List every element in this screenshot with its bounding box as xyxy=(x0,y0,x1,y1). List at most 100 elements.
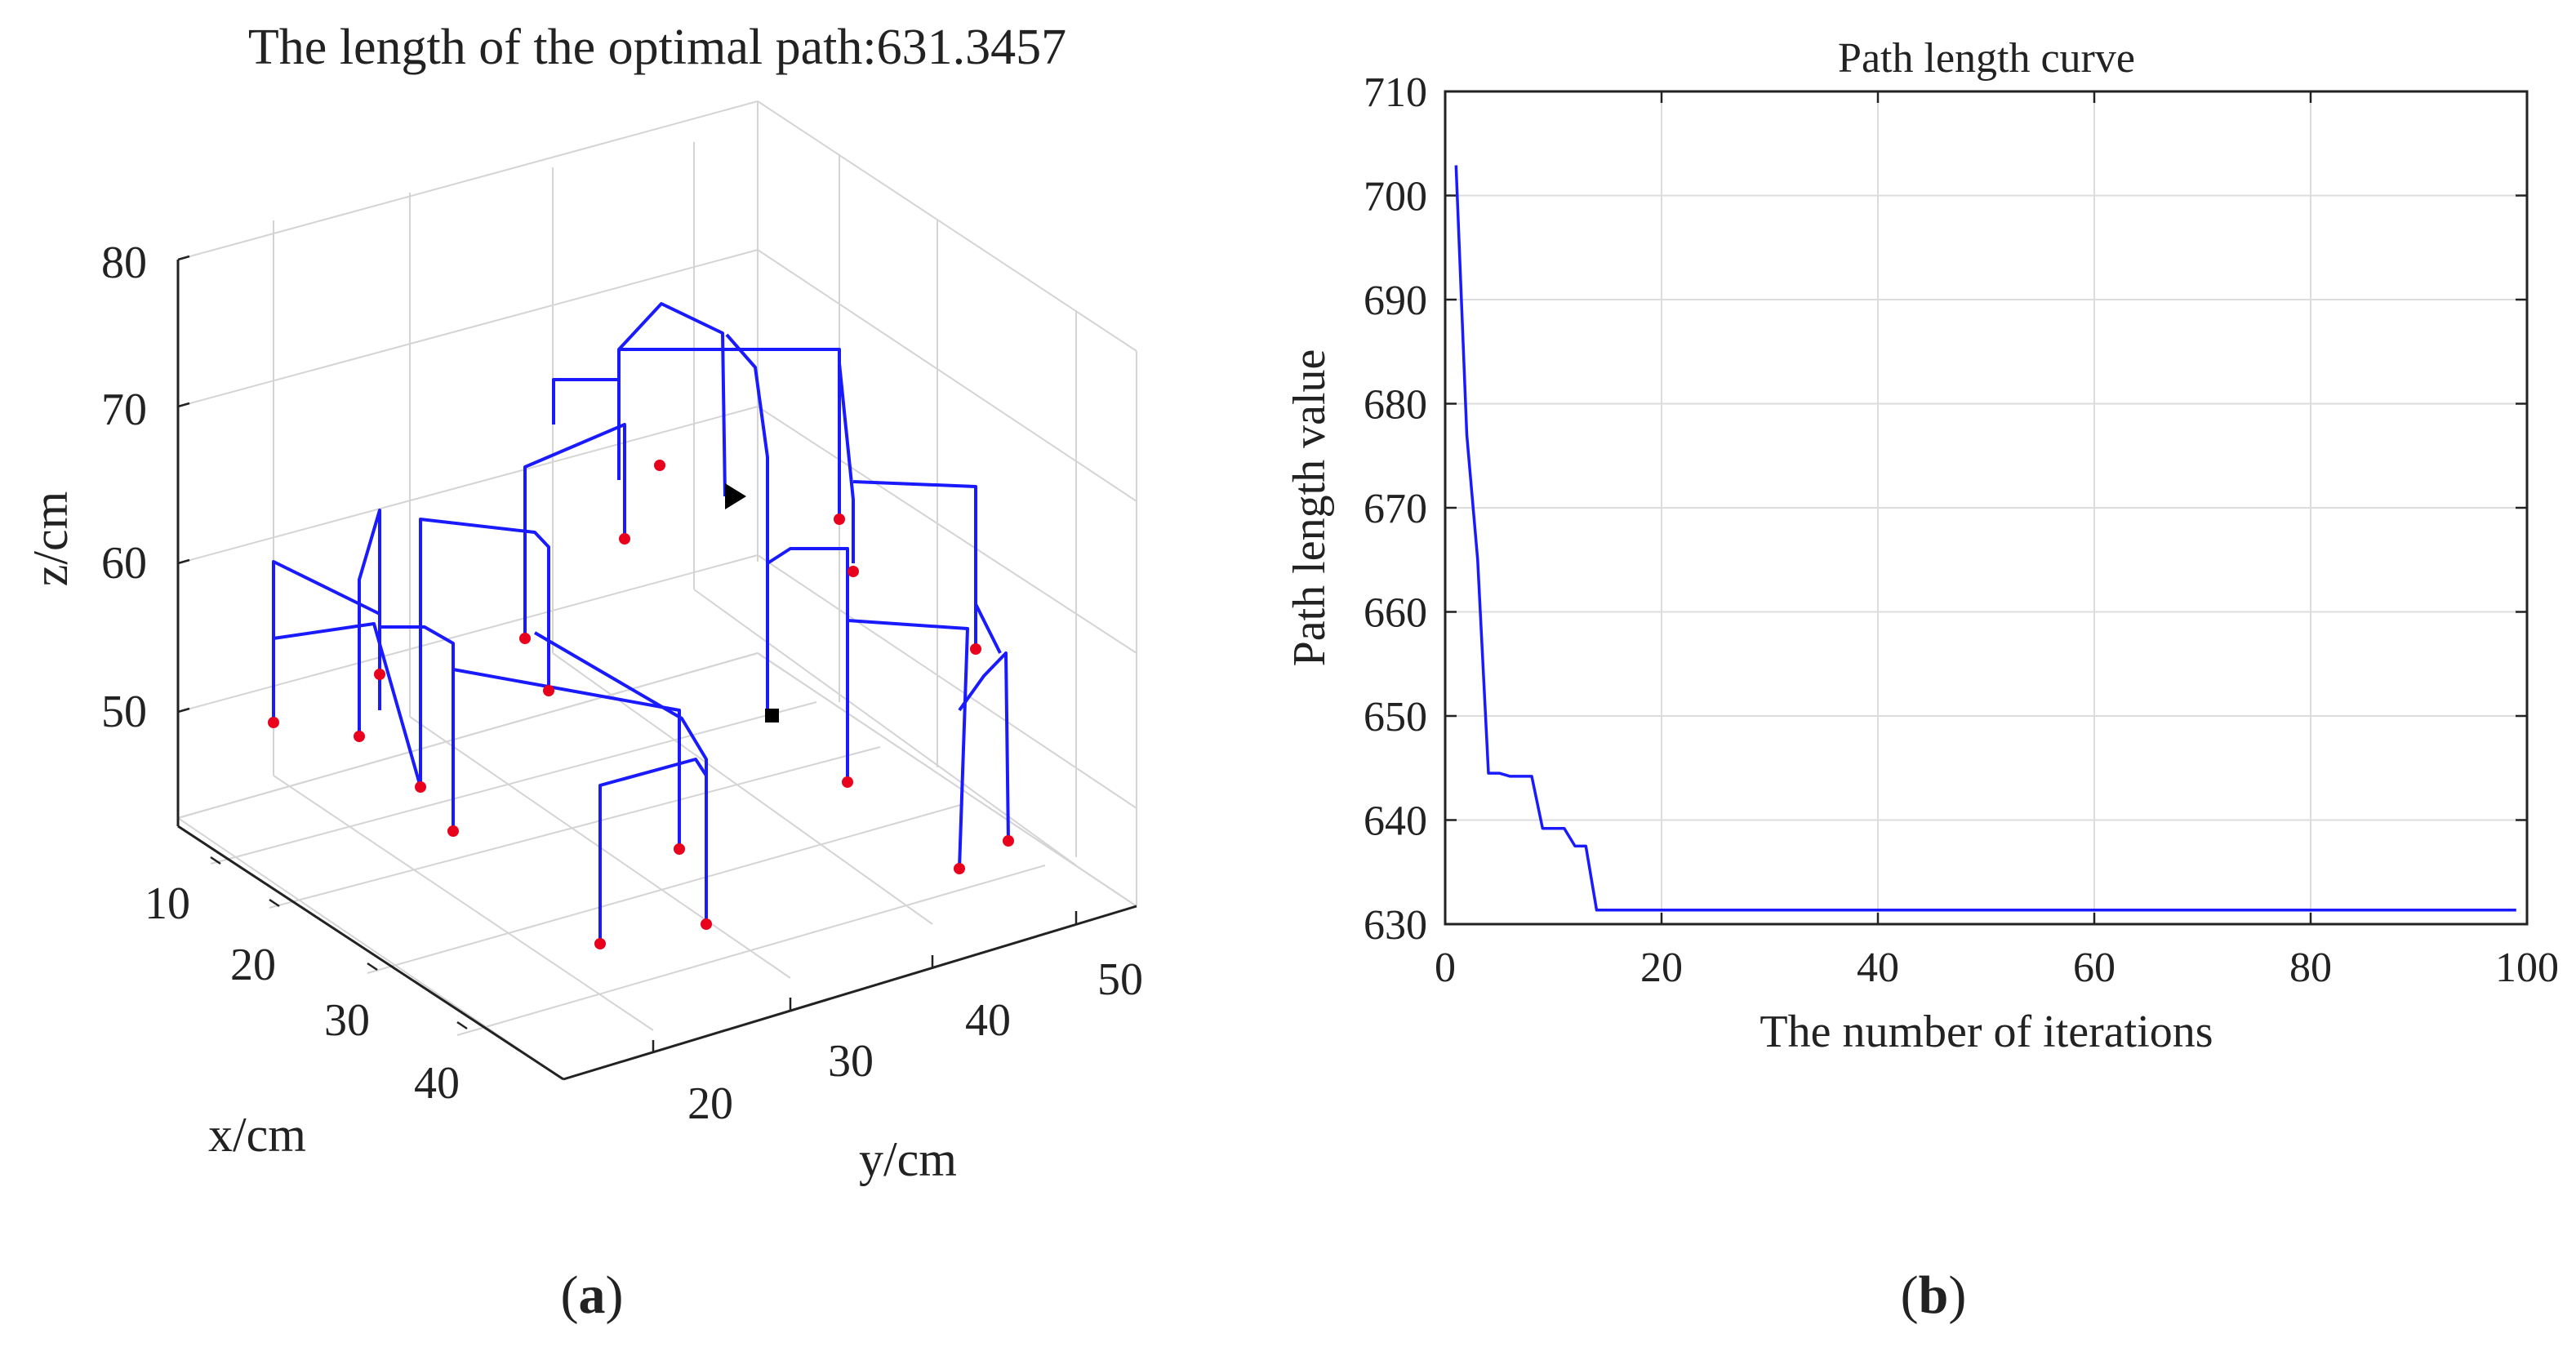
path-segment xyxy=(273,622,422,788)
y-tick-label: 50 xyxy=(1097,954,1143,1005)
x-tick-label: 20 xyxy=(230,940,276,990)
x-tick-label: 60 xyxy=(2073,945,2116,991)
grid-line xyxy=(757,554,1137,809)
drill-points xyxy=(268,460,1014,949)
z-tick-label: 80 xyxy=(101,238,147,288)
z-tick-label: 50 xyxy=(101,687,147,737)
y-tick-label: 20 xyxy=(687,1078,733,1129)
grid-line xyxy=(210,701,817,865)
x-tick-label: 10 xyxy=(145,878,190,929)
grid-line xyxy=(177,652,759,819)
drill-point xyxy=(674,843,685,855)
y-tick-label: 710 xyxy=(1364,69,1427,116)
x-axis-label: The number of iterations xyxy=(1760,1007,2213,1057)
drill-point xyxy=(594,938,606,949)
drill-point xyxy=(701,918,712,930)
y-axis-label: Path length value xyxy=(1284,349,1335,667)
panel-b-caption: (b) xyxy=(1901,1265,1967,1325)
x-tick-label: 80 xyxy=(2289,945,2332,991)
x-tick-label: 20 xyxy=(1640,945,1683,991)
grid-line xyxy=(177,100,759,260)
x-tick-mark xyxy=(367,962,378,971)
drill-point xyxy=(954,863,965,874)
y-tick-label: 700 xyxy=(1364,174,1427,220)
x-axis-line xyxy=(177,825,564,1081)
panel-a-title: The length of the optimal path:631.3457 xyxy=(248,20,1066,75)
path-segment xyxy=(358,509,381,736)
y-axis-line xyxy=(563,905,1137,1081)
panel-b-letter: b xyxy=(1919,1265,1949,1325)
drill-point xyxy=(619,533,630,545)
drill-point xyxy=(834,514,845,525)
x-tick-mark xyxy=(269,898,280,908)
end-marker xyxy=(725,483,746,509)
grid-line xyxy=(367,803,964,974)
y-tick-label: 660 xyxy=(1364,590,1427,637)
grid-line xyxy=(177,249,759,407)
z-axis-label: z/cm xyxy=(24,491,78,587)
path-segment xyxy=(974,603,1002,654)
y-tick-label: 40 xyxy=(965,995,1011,1046)
x-tick-label: 40 xyxy=(414,1058,460,1109)
path-segment xyxy=(552,378,621,480)
y-axis-label: y/cm xyxy=(859,1132,957,1186)
axis-ticks: 0 20 40 60 80 100 630 640 650 660 670 680 690 700 710 xyxy=(1364,69,2559,991)
optimal-path xyxy=(272,302,1010,944)
path-segment xyxy=(619,348,841,519)
grid-line xyxy=(757,100,1137,352)
grid-line xyxy=(177,554,759,713)
grid-line xyxy=(177,406,759,564)
drill-point xyxy=(842,776,853,788)
drill-point xyxy=(415,781,426,793)
grid-line xyxy=(757,652,1137,907)
start-marker xyxy=(765,709,779,722)
path-segment xyxy=(533,631,708,924)
path-segment xyxy=(617,302,727,497)
series-line-path-length xyxy=(1454,165,2516,912)
x-tick-label: 30 xyxy=(324,995,370,1046)
path-segment xyxy=(380,625,455,831)
z-tick-label: 60 xyxy=(101,538,147,589)
grid-line xyxy=(456,865,1046,1036)
z-tick-mark xyxy=(177,255,190,261)
grid-line xyxy=(693,589,1077,866)
panel-a-3d-plot: The length of the optimal path:631.3457 … xyxy=(24,20,1143,1325)
drill-point xyxy=(654,460,665,471)
grid-line xyxy=(757,249,1137,502)
drill-point xyxy=(543,685,554,696)
path-segment xyxy=(725,333,769,709)
path-segment xyxy=(419,518,550,787)
path-segment xyxy=(766,547,849,782)
x-tick-mark xyxy=(210,856,221,865)
path-segment xyxy=(523,423,626,638)
drill-point xyxy=(354,731,365,742)
x-tick-label: 0 xyxy=(1435,945,1456,991)
y-tick-label: 630 xyxy=(1364,902,1427,949)
x-axis-label: x/cm xyxy=(208,1108,306,1162)
y-tick-label: 670 xyxy=(1364,486,1427,532)
path-segment xyxy=(852,480,977,645)
z-tick-mark xyxy=(177,558,190,565)
x-tick-mark xyxy=(456,1020,468,1030)
y-tick-label: 30 xyxy=(828,1036,874,1087)
y-tick-label: 640 xyxy=(1364,798,1427,845)
z-tick-mark xyxy=(177,402,190,408)
x-tick-label: 100 xyxy=(2495,945,2559,991)
path-segment xyxy=(847,619,969,869)
drill-point xyxy=(970,643,981,655)
grid-line xyxy=(757,406,1137,654)
drill-point xyxy=(374,669,385,680)
drill-point xyxy=(848,566,859,577)
axes-box-3d xyxy=(176,100,1137,1081)
panel-b-title: Path length curve xyxy=(1838,35,2135,82)
drill-point xyxy=(268,717,279,728)
path-segment xyxy=(272,560,381,722)
path-segment xyxy=(598,758,708,944)
y-tick-label: 680 xyxy=(1364,382,1427,429)
grid-line xyxy=(269,746,881,909)
grid-line xyxy=(273,775,654,1031)
drill-point xyxy=(1003,835,1014,847)
z-tick-label: 70 xyxy=(101,385,147,435)
chart-grid xyxy=(1444,91,2528,925)
